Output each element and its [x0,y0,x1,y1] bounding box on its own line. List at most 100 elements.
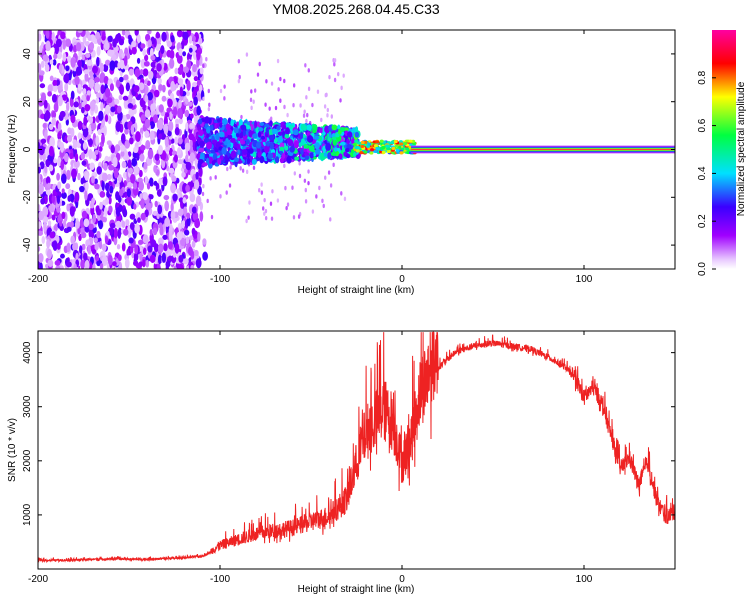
spectrogram-cell [258,188,261,193]
spectrogram-cell [236,143,241,150]
spectrogram-cell [386,147,391,151]
spectrogram-cell [276,198,280,203]
spectrogram-cell [185,161,192,171]
spectrogram-cell [163,195,170,201]
spectrogram-cell [39,45,43,53]
spectrogram-cell [143,161,148,170]
spectrogram-cell [192,35,196,42]
spectrogram-cell [230,150,237,159]
spectrogram-cell [190,264,195,269]
spectrogram-cell [48,204,54,213]
spectrogram-cell [66,203,70,212]
spectrogram-cell [129,213,136,220]
spectrogram-cell [293,171,297,176]
spectrogram-cell [259,122,265,126]
spectrogram-cell [144,79,148,85]
spectrogram-cell [287,139,294,147]
spectrogram-cell [147,39,152,48]
spectrogram-cell [124,139,131,149]
spectrogram-cell [265,127,270,135]
spectrogram-cell [125,155,130,161]
spectrogram-cell [284,145,289,151]
spectrogram-cell [185,122,189,132]
spectrogram-cell [109,222,116,229]
spectrogram-cell [61,94,68,101]
spectrogram-cell [81,160,87,166]
y-tick-label: 40 [22,48,33,60]
spectrogram-cell [81,243,86,251]
spectrogram-cell [194,179,200,190]
colorbar-gradient [712,30,736,269]
spectrogram-cell [354,146,359,150]
spectrogram-cell [146,80,151,86]
spectrogram-cell [360,144,365,149]
spectrogram-cell [204,123,209,128]
spectrogram-cell [190,113,194,119]
spectrogram-cell [136,153,140,161]
spectrogram-cell [108,205,113,214]
spectrogram-cell [153,89,160,98]
spectrogram-cell [95,135,100,147]
spectrogram-cell [85,52,91,59]
spectrogram-cell [257,131,262,138]
spectrogram-cell [91,175,95,184]
spectrogram-cell [195,258,202,269]
spectrogram-cell [51,31,55,41]
spectrogram-cell [179,86,184,97]
spectrogram-cell [274,156,280,164]
spectrogram-cell [150,55,156,61]
y-tick-label: 3000 [22,395,33,418]
spectrogram-cell [241,168,245,173]
spectrogram-cell [303,178,307,183]
spectrogram-cell [91,248,97,255]
spectrogram-cell [66,169,71,181]
spectrogram-cell [104,59,111,66]
spectrogram-cell [107,49,113,57]
spectrogram-cell [113,227,118,239]
spectrogram-cell [308,145,315,152]
spectrogram-cell [119,59,125,70]
spectrogram-cell [297,214,301,219]
spectrogram-cell [91,197,96,204]
spectrogram-cell [60,265,64,269]
spectrogram-cell [102,63,109,73]
spectrogram-cell [286,155,292,164]
spectrogram-cell [100,84,105,95]
spectrogram-cell [109,60,116,71]
spectrogram-cell [92,213,97,224]
spectrogram-cell [47,84,53,93]
spectrogram-cell [57,122,62,131]
spectrogram-cell [191,227,196,235]
spectrogram-cell [239,132,244,139]
spectrogram-cell [346,138,350,145]
spectrogram-cell [199,140,205,148]
spectrogram-cell [39,262,43,269]
spectrogram-cell [197,231,201,242]
spectrogram-cell [129,222,135,230]
spectrogram-cell [233,141,238,148]
spectrogram-cell [145,33,151,42]
spectrogram-cell [230,138,236,144]
spectrogram-cell [53,102,59,113]
spectrogram-cell [324,175,327,180]
spectrogram-cell [69,152,74,160]
spectrogram-cell [115,121,122,132]
spectrogram-cell [300,148,304,155]
spectrogram-cell [174,136,178,145]
spectrogram-cell [332,162,335,168]
spectrogram-cell [144,118,151,129]
spectrogram-cell [157,237,164,245]
spectrogram-cell [133,85,140,93]
spectrogram-cell [87,244,91,254]
spectrogram-cell [93,237,98,243]
spectrogram-cell [98,146,103,152]
spectrogram-cell [62,52,67,62]
spectrogram-cell [53,158,57,164]
spectrogram-cell [81,210,88,219]
spectrogram-cell [264,145,270,153]
spectrogram-cell [137,217,141,223]
spectrogram-cell [375,140,380,144]
spectrogram-cell [156,63,162,72]
spectrogram-cell [206,132,210,139]
spectrogram-cell [342,73,345,78]
